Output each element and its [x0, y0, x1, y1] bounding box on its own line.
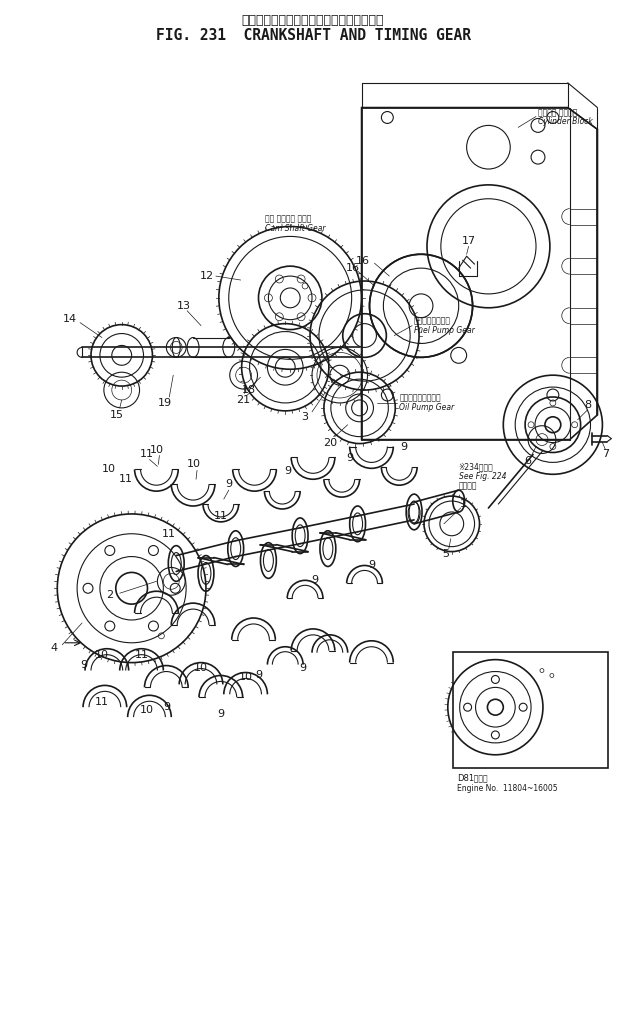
Text: Cam Shaft Gear: Cam Shaft Gear	[265, 224, 326, 233]
Text: カム シャフト ギヤー: カム シャフト ギヤー	[265, 214, 312, 223]
Text: 11: 11	[139, 449, 154, 459]
Text: 12: 12	[200, 271, 214, 281]
Text: 2: 2	[106, 590, 113, 600]
Text: シリンダ ブロック: シリンダ ブロック	[538, 108, 577, 117]
Text: 10: 10	[187, 459, 201, 469]
Text: 17: 17	[461, 236, 476, 246]
Text: バランサ: バランサ	[459, 482, 477, 491]
Text: ※234頁参照: ※234頁参照	[459, 461, 493, 470]
Text: FIG. 231  CRANKSHAFT AND TIMING GEAR: FIG. 231 CRANKSHAFT AND TIMING GEAR	[155, 27, 470, 43]
Text: 10: 10	[239, 672, 253, 682]
Text: 10: 10	[139, 705, 154, 715]
Text: 燃料ポンプギヤー: 燃料ポンプギヤー	[414, 316, 451, 325]
Text: D81: D81	[456, 774, 474, 783]
Text: 9: 9	[163, 703, 170, 712]
Text: 9: 9	[255, 670, 262, 680]
Text: 1: 1	[460, 499, 467, 509]
Text: 9: 9	[300, 662, 307, 672]
Text: 9: 9	[401, 441, 408, 451]
Text: 11: 11	[214, 511, 228, 521]
Text: Oil Pump Gear: Oil Pump Gear	[399, 404, 455, 413]
Text: 22: 22	[570, 679, 582, 690]
Text: 9: 9	[285, 466, 292, 477]
Text: Engine No.  11804~16005: Engine No. 11804~16005	[456, 784, 557, 793]
Text: 18: 18	[241, 385, 256, 395]
Text: 11: 11	[135, 650, 149, 660]
Text: 16: 16	[345, 264, 360, 273]
Text: See Fig. 224: See Fig. 224	[459, 472, 506, 481]
Text: 21: 21	[236, 395, 251, 405]
Text: 5: 5	[442, 549, 450, 559]
Text: 15: 15	[110, 410, 124, 420]
Text: 13: 13	[177, 301, 191, 311]
Text: 8: 8	[584, 400, 591, 410]
Text: 20: 20	[323, 438, 337, 447]
Text: 10: 10	[149, 444, 164, 454]
Text: 23: 23	[570, 667, 582, 677]
Text: 9: 9	[225, 480, 233, 489]
Text: 9: 9	[368, 561, 375, 571]
Text: 9: 9	[80, 659, 88, 669]
Text: 16: 16	[356, 257, 369, 267]
FancyBboxPatch shape	[453, 652, 608, 768]
Text: 9: 9	[218, 709, 224, 719]
Text: 14: 14	[63, 313, 77, 323]
Text: 11: 11	[119, 475, 133, 485]
Text: Fuel Pump Gear: Fuel Pump Gear	[414, 327, 475, 335]
Text: 10: 10	[102, 464, 116, 475]
Text: 24: 24	[570, 658, 582, 667]
Text: オイルポンプギヤー: オイルポンプギヤー	[399, 393, 441, 403]
Text: 3: 3	[302, 412, 308, 422]
Text: 同封頁: 同封頁	[468, 774, 487, 783]
Text: 6: 6	[525, 456, 532, 466]
Text: クランクシャフトおよびタイミングギヤー: クランクシャフトおよびタイミングギヤー	[242, 14, 384, 26]
Text: 10: 10	[194, 662, 208, 672]
Text: 11: 11	[162, 528, 176, 538]
Text: 4: 4	[51, 643, 58, 653]
Text: 7: 7	[602, 449, 609, 459]
Text: 10: 10	[95, 650, 109, 660]
Text: 11: 11	[95, 698, 109, 707]
Text: Cylinder Block: Cylinder Block	[538, 117, 593, 126]
Text: 9: 9	[346, 453, 353, 463]
Text: 9: 9	[312, 575, 319, 585]
Text: 19: 19	[158, 397, 172, 408]
